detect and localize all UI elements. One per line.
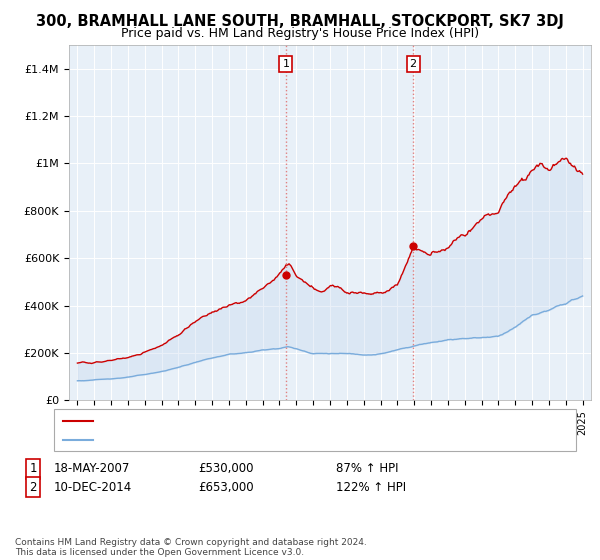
Text: 2: 2 (410, 59, 417, 69)
Text: 18-MAY-2007: 18-MAY-2007 (54, 462, 130, 475)
Text: HPI: Average price, detached house, Stockport: HPI: Average price, detached house, Stoc… (99, 435, 343, 445)
Text: 2: 2 (29, 480, 37, 494)
Text: 10-DEC-2014: 10-DEC-2014 (54, 480, 132, 494)
Text: £530,000: £530,000 (198, 462, 254, 475)
Text: Contains HM Land Registry data © Crown copyright and database right 2024.
This d: Contains HM Land Registry data © Crown c… (15, 538, 367, 557)
Text: 300, BRAMHALL LANE SOUTH, BRAMHALL, STOCKPORT, SK7 3DJ (detached house): 300, BRAMHALL LANE SOUTH, BRAMHALL, STOC… (99, 416, 526, 426)
Text: 1: 1 (29, 462, 37, 475)
Text: 87% ↑ HPI: 87% ↑ HPI (336, 462, 398, 475)
Text: Price paid vs. HM Land Registry's House Price Index (HPI): Price paid vs. HM Land Registry's House … (121, 27, 479, 40)
Text: 122% ↑ HPI: 122% ↑ HPI (336, 480, 406, 494)
Text: 300, BRAMHALL LANE SOUTH, BRAMHALL, STOCKPORT, SK7 3DJ: 300, BRAMHALL LANE SOUTH, BRAMHALL, STOC… (36, 14, 564, 29)
Text: 1: 1 (283, 59, 289, 69)
Text: £653,000: £653,000 (198, 480, 254, 494)
